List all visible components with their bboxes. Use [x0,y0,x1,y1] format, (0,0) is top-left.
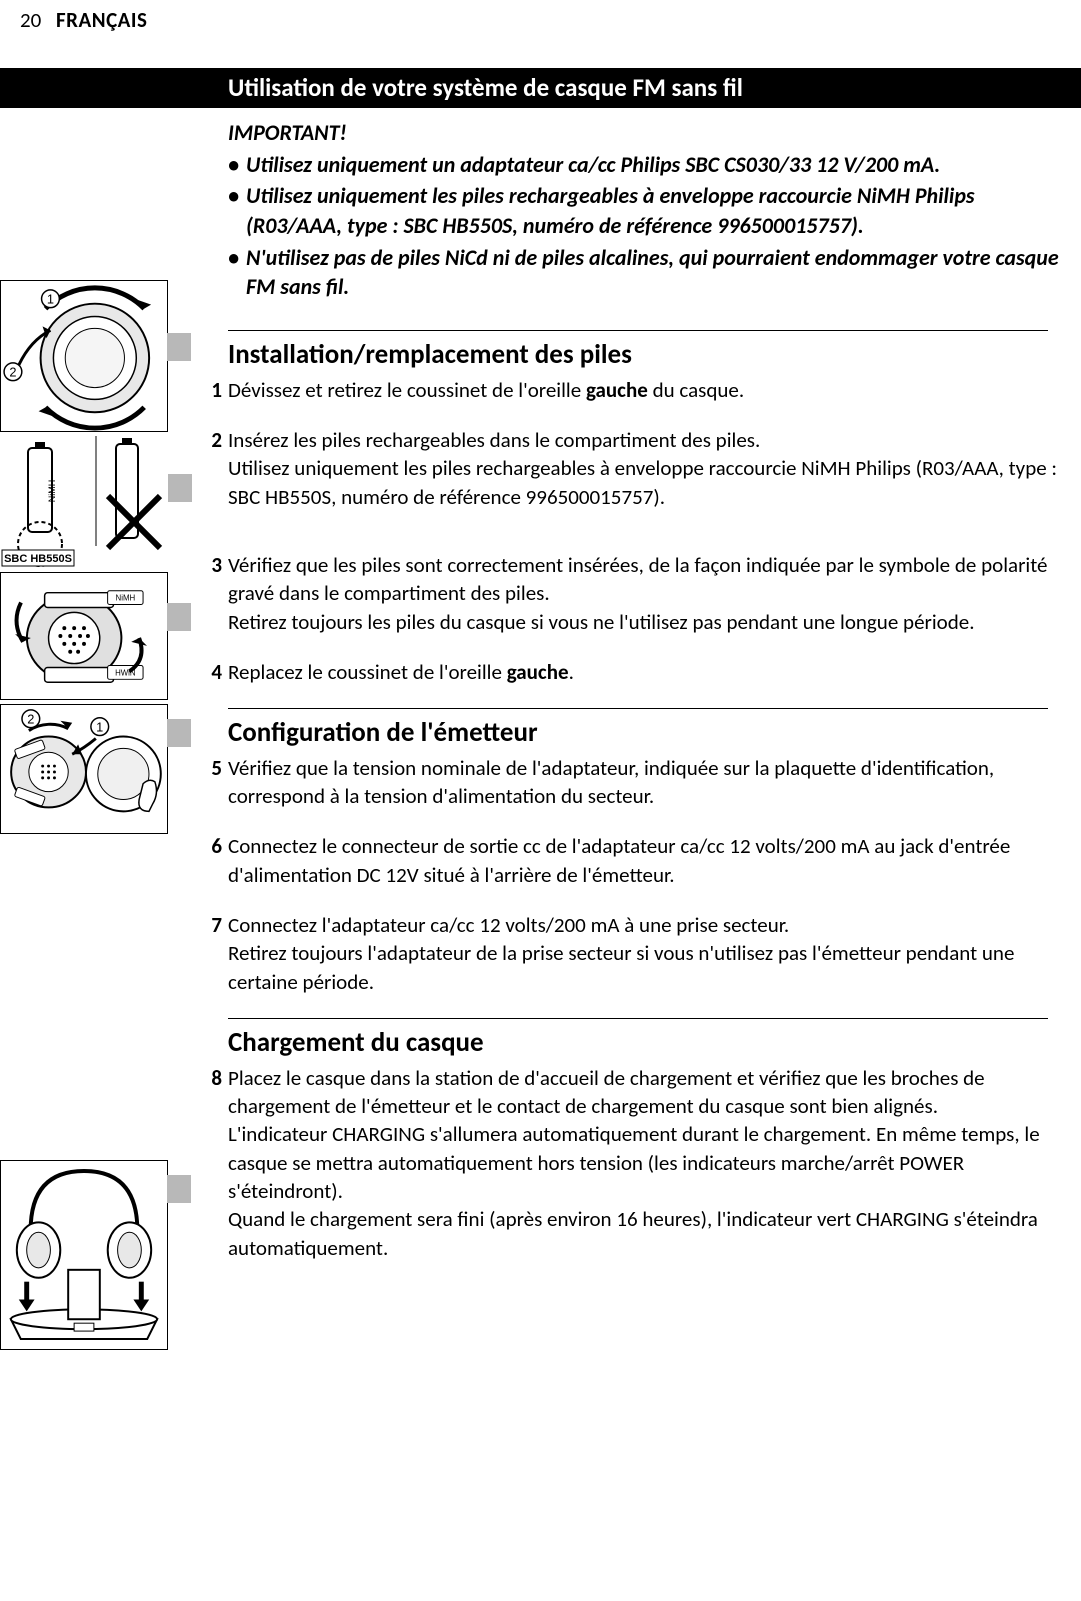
step-7: 7 Connectez l'adaptateur ca/cc 12 volts/… [228,911,1066,996]
step-text: Vérifiez que la tension nominale de l'ad… [228,754,1066,811]
main-content: IMPORTANT! • Utilisez uniquement un adap… [228,118,1066,1262]
important-bullet: • N'utilisez pas de piles NiCd ni de pil… [228,243,1066,302]
important-bullet: • Utilisez uniquement un adaptateur ca/c… [228,150,1066,180]
step-5: 5 Vérifiez que la tension nominale de l'… [228,754,1066,811]
step-text: Vérifiez que les piles sont correctement… [228,551,1066,608]
section-banner: Utilisation de votre système de casque F… [0,68,1081,108]
diagram-earcup: 1 2 [0,280,168,432]
step-4: 4 Replacez le coussinet de l'oreille gau… [228,658,1066,686]
step-8: 8 Placez le casque dans la station de d'… [228,1064,1066,1262]
divider [228,1018,1048,1019]
step-text-pre: Replacez le coussinet de l'oreille [228,659,507,685]
step-3: 3 Vérifiez que les piles sont correcteme… [228,551,1066,636]
diagram-reattach: 2 1 [0,704,168,834]
diagram-column: 1 2 NiMH SBC HB550S [0,280,200,838]
divider [228,330,1048,331]
page-number: 20 [20,7,41,33]
step-number: 5 [208,754,228,811]
diagram-batteries: NiMH SBC HB550S [0,436,168,568]
step-note: Utilisez uniquement les piles rechargeab… [228,454,1066,511]
step-2: 2 Insérez les piles rechargeables dans l… [228,426,1066,511]
diagram-compartment: NiMH HWiN [0,572,168,700]
step-note: L'indicateur CHARGING s'allumera automat… [228,1120,1066,1262]
bullet-text: N'utilisez pas de piles NiCd ni de piles… [246,243,1066,302]
important-block: IMPORTANT! • Utilisez uniquement un adap… [228,118,1066,302]
step-text-bold: gauche [507,659,569,685]
step-number: 1 [208,376,228,404]
language-label: FRANÇAIS [56,7,147,33]
step-text-bold: gauche [586,377,648,403]
bullet-dot: • [228,181,246,240]
page-header: 20 FRANÇAIS [20,6,147,34]
svg-text:2: 2 [27,712,34,727]
grey-tab-icon [167,1175,191,1203]
step-text: Connectez l'adaptateur ca/cc 12 volts/20… [228,911,1066,939]
step-text: Placez le casque dans la station de d'ac… [228,1064,1066,1121]
step-text: Insérez les piles rechargeables dans le … [228,426,1066,454]
step-number: 8 [208,1064,228,1262]
section-heading-install: Installation/remplacement des piles [228,337,1066,373]
svg-text:2: 2 [9,365,16,380]
step-1: 1 Dévissez et retirez le coussinet de l'… [228,376,1066,404]
step-text-pre: Dévissez et retirez le coussinet de l'or… [228,377,586,403]
important-title: IMPORTANT! [228,118,1066,148]
step-note: Retirez toujours les piles du casque si … [228,608,1066,636]
svg-text:1: 1 [47,292,54,307]
step-text-post: . [569,659,574,685]
step-number: 2 [208,426,228,511]
step-number: 3 [208,551,228,636]
step-number: 6 [208,832,228,889]
divider [228,708,1048,709]
svg-text:1: 1 [96,720,103,735]
section-heading-config: Configuration de l'émetteur [228,715,1066,751]
grey-tab-icon [167,333,191,361]
section-heading-charge: Chargement du casque [228,1025,1066,1061]
step-text: Connectez le connecteur de sortie cc de … [228,832,1066,889]
grey-tab-icon [167,719,191,747]
step-note: Retirez toujours l'adaptateur de la pris… [228,939,1066,996]
step-text-post: du casque. [648,377,744,403]
svg-text:NiMH: NiMH [116,594,136,603]
bullet-text: Utilisez uniquement un adaptateur ca/cc … [246,150,1066,180]
bullet-dot: • [228,243,246,302]
important-bullet: • Utilisez uniquement les piles recharge… [228,181,1066,240]
battery-model-label: SBC HB550S [4,553,72,565]
bullet-text: Utilisez uniquement les piles rechargeab… [246,181,1066,240]
diagram-dock [0,1160,168,1350]
step-number: 4 [208,658,228,686]
grey-tab-icon [168,474,192,502]
banner-title: Utilisation de votre système de casque F… [228,71,743,105]
step-number: 7 [208,911,228,996]
nimh-vertical-label: NiMH [47,480,57,503]
grey-tab-icon [167,603,191,631]
step-6: 6 Connectez le connecteur de sortie cc d… [228,832,1066,889]
bullet-dot: • [228,150,246,180]
